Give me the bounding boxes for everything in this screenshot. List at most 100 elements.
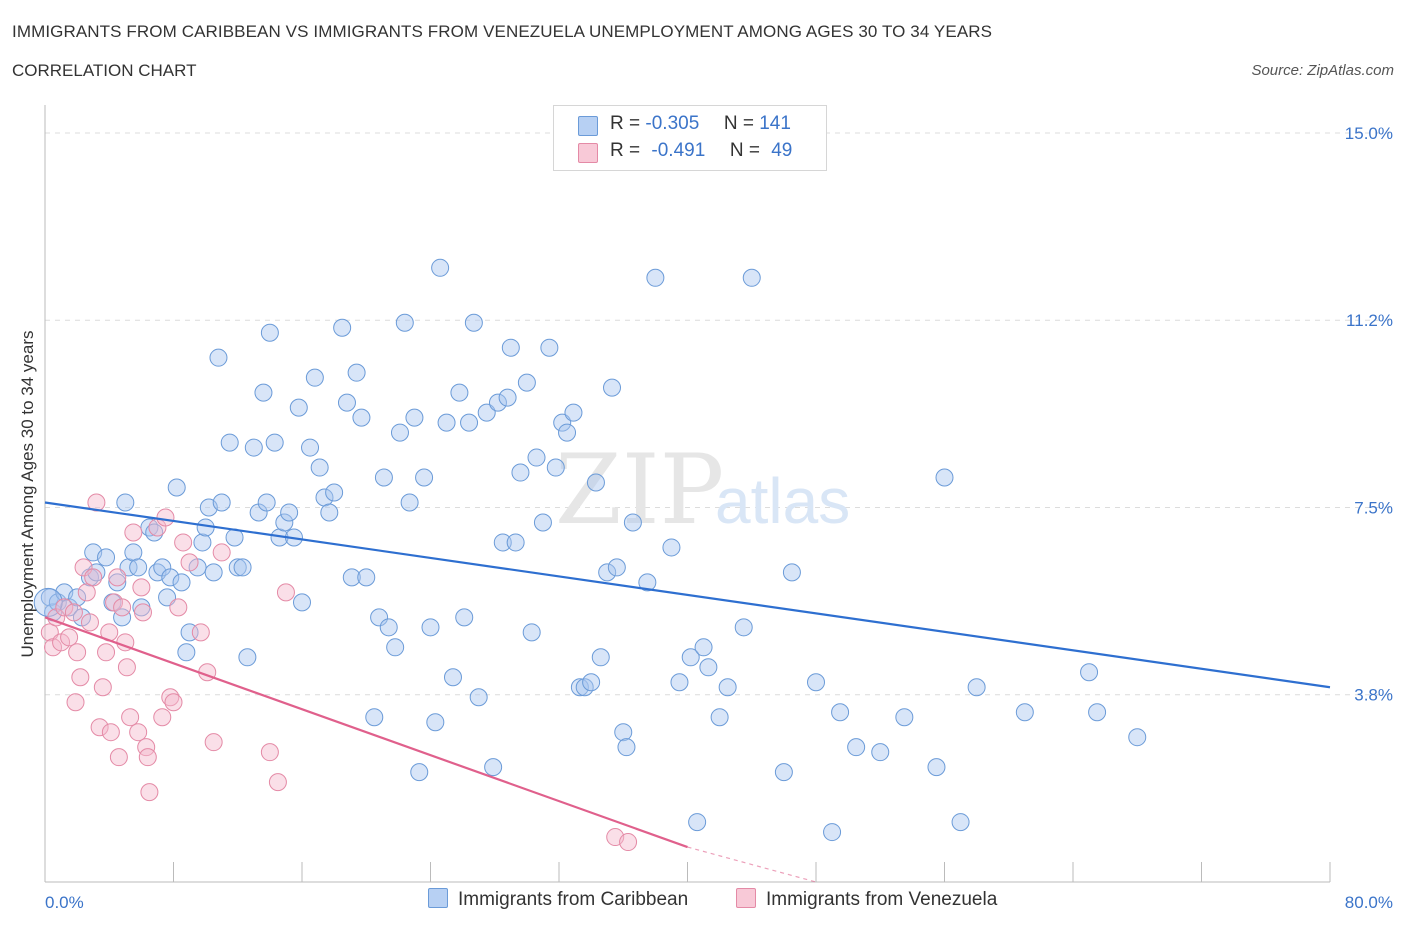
data-point <box>426 713 445 732</box>
data-point <box>129 558 148 577</box>
data-point <box>546 458 565 477</box>
n-label: N = <box>729 140 760 161</box>
data-point <box>310 458 329 477</box>
data-point <box>121 708 140 727</box>
data-point <box>77 583 96 602</box>
data-point <box>97 643 116 662</box>
data-point <box>734 618 753 637</box>
data-point <box>421 618 440 637</box>
r-label: R = <box>610 140 641 161</box>
legend-row-venezuela: R = -0.491 N = 49 <box>578 140 818 164</box>
data-point <box>161 688 180 707</box>
data-point <box>68 643 87 662</box>
watermark: ZIP atlas <box>555 434 850 546</box>
data-point <box>133 603 152 622</box>
trend-lines <box>44 501 1331 883</box>
data-point <box>464 313 483 332</box>
data-point <box>533 513 552 532</box>
data-point <box>66 693 85 712</box>
data-point <box>591 648 610 667</box>
data-point <box>342 568 361 587</box>
data-point <box>333 318 352 337</box>
data-point <box>522 623 541 642</box>
y-axis-label: Unemployment Among Ages 30 to 34 years <box>18 331 37 658</box>
data-point <box>64 603 83 622</box>
data-point <box>638 573 657 592</box>
data-point <box>443 668 462 687</box>
legend-swatch-caribbean <box>578 116 598 136</box>
data-point <box>395 313 414 332</box>
data-point <box>325 483 344 502</box>
data-point <box>935 468 954 487</box>
data-point <box>410 763 429 782</box>
data-point <box>204 563 223 582</box>
data-point <box>108 568 127 587</box>
trend-line <box>44 501 1331 689</box>
r-value-venezuela: -0.491 <box>651 140 706 161</box>
data-point <box>365 708 384 727</box>
data-point <box>320 503 339 522</box>
data-point <box>212 543 231 562</box>
data-point <box>172 573 191 592</box>
source-label: Source: ZipAtlas.com <box>1251 62 1394 79</box>
data-point <box>357 568 376 587</box>
data-point <box>405 408 424 427</box>
data-point <box>129 723 148 742</box>
data-point <box>90 718 109 737</box>
data-point <box>662 538 681 557</box>
legend-item-venezuela: Immigrants from Venezuela <box>736 888 997 911</box>
data-point <box>431 258 450 277</box>
data-point <box>55 598 74 617</box>
chart-title: IMMIGRANTS FROM CARIBBEAN VS IMMIGRANTS … <box>12 22 993 41</box>
data-point <box>117 658 136 677</box>
data-point <box>710 708 729 727</box>
data-point <box>1015 703 1034 722</box>
data-point <box>370 608 389 627</box>
data-point <box>191 623 210 642</box>
data-point <box>527 448 546 467</box>
data-point <box>511 463 530 482</box>
legend-swatch-caribbean <box>428 888 448 908</box>
x-tick-label: 0.0% <box>45 893 84 912</box>
data-point <box>477 403 496 422</box>
legend-swatch-venezuela <box>736 888 756 908</box>
data-point <box>275 513 294 532</box>
data-point <box>145 523 164 542</box>
data-point <box>501 338 520 357</box>
data-point <box>688 813 707 832</box>
data-point <box>40 623 59 642</box>
data-point <box>379 618 398 637</box>
data-point <box>233 558 252 577</box>
data-point <box>68 588 87 607</box>
correlation-legend: R = -0.305 N = 141 R = -0.491 N = 49 <box>553 105 827 171</box>
data-point <box>681 648 700 667</box>
data-point <box>352 408 371 427</box>
data-point <box>614 723 633 742</box>
data-point <box>337 393 356 412</box>
data-point <box>619 833 638 852</box>
tick-labels: 15.0% 11.2% 7.5% 3.8% 0.0% 80.0% <box>45 124 1393 912</box>
watermark-zip: ZIP <box>555 434 724 546</box>
data-point <box>156 508 175 527</box>
data-point <box>161 568 180 587</box>
data-point <box>108 573 127 592</box>
data-point <box>646 268 665 287</box>
data-point <box>167 478 186 497</box>
series-caribbean <box>33 258 1147 842</box>
data-point <box>276 583 295 602</box>
data-point <box>558 423 577 442</box>
data-point <box>260 743 279 762</box>
data-point <box>60 628 79 647</box>
data-point <box>124 523 143 542</box>
data-point <box>415 468 434 487</box>
data-point <box>895 708 914 727</box>
n-label: N = <box>723 113 754 134</box>
data-point <box>670 673 689 692</box>
data-point <box>586 473 605 492</box>
data-point <box>293 593 311 612</box>
data-point <box>71 668 90 687</box>
data-point <box>617 738 636 757</box>
data-point <box>564 403 583 422</box>
data-point <box>84 568 103 587</box>
data-point <box>164 693 183 712</box>
